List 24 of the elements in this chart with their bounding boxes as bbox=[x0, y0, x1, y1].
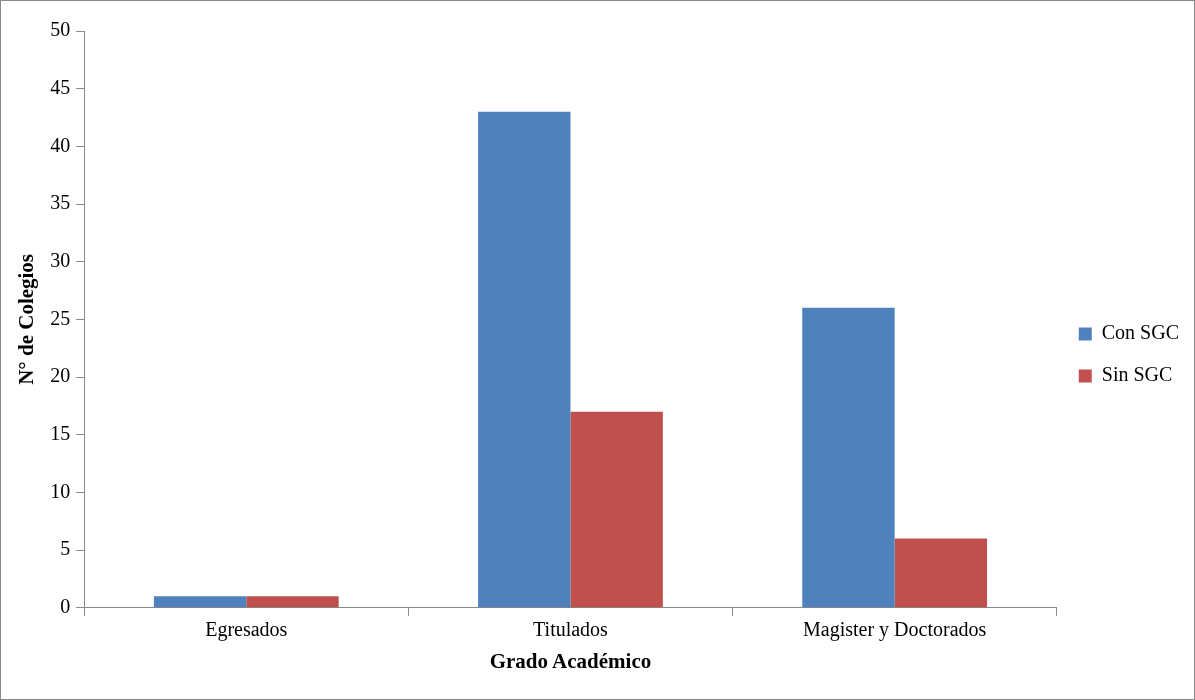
x-tick-label: Egresados bbox=[205, 618, 288, 642]
y-tick-label: 15 bbox=[50, 422, 71, 445]
y-tick-label: 50 bbox=[50, 18, 71, 41]
y-tick-label: 5 bbox=[60, 537, 71, 560]
y-tick-label: 45 bbox=[50, 75, 71, 98]
y-tick-label: 20 bbox=[50, 364, 71, 387]
y-tick-label: 25 bbox=[50, 306, 71, 329]
bar bbox=[802, 307, 895, 608]
y-tick-label: 0 bbox=[60, 595, 71, 618]
y-tick-label: 40 bbox=[50, 133, 71, 156]
legend-label: Con SGC bbox=[1101, 321, 1179, 344]
x-axis-title: Grado Académico bbox=[489, 648, 652, 673]
legend-label: Sin SGC bbox=[1101, 363, 1173, 386]
y-tick-label: 35 bbox=[50, 191, 71, 214]
y-axis-title: N° de Colegios bbox=[14, 253, 39, 385]
bar bbox=[478, 111, 571, 608]
bar bbox=[153, 596, 247, 608]
bar bbox=[246, 596, 339, 608]
x-tick-label: Titulados bbox=[533, 618, 609, 641]
y-tick-label: 30 bbox=[50, 248, 71, 271]
bar bbox=[570, 411, 663, 608]
bar bbox=[894, 538, 988, 608]
x-tick-label: Magister y Doctorados bbox=[803, 618, 987, 642]
y-tick-label: 10 bbox=[50, 479, 71, 502]
